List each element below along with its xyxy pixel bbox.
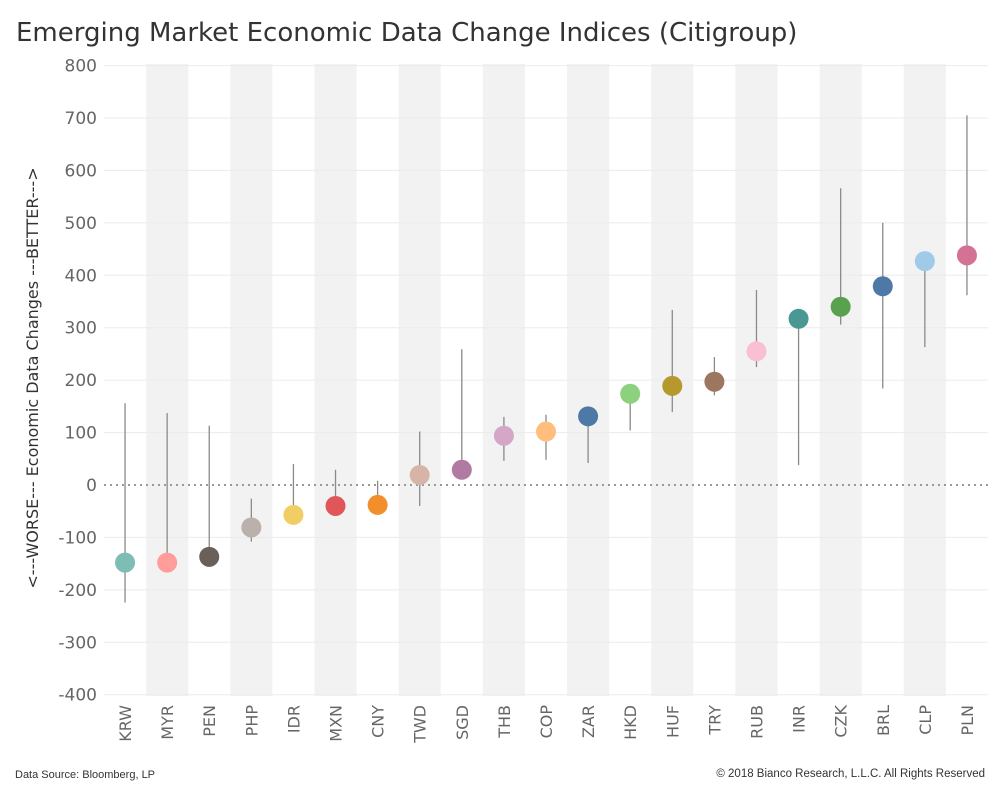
point-cny — [367, 494, 388, 515]
point-twd — [409, 465, 430, 486]
x-tick-label: COP — [537, 705, 556, 739]
y-tick-label: 600 — [65, 161, 97, 181]
x-tick-label: RUB — [747, 705, 766, 739]
point-zar — [578, 406, 599, 427]
point-thb — [493, 425, 514, 446]
x-tick-label: TWD — [411, 705, 430, 744]
point-huf — [662, 375, 683, 396]
x-tick-label: SGD — [453, 705, 472, 740]
point-brl — [872, 276, 893, 297]
x-tick-label: HUF — [663, 705, 682, 738]
x-tick-label: THB — [495, 705, 514, 739]
point-sgd — [451, 459, 472, 480]
x-tick-label: CLP — [916, 705, 935, 735]
y-tick-label: 400 — [65, 266, 97, 286]
x-tick-label: IDR — [284, 705, 303, 733]
y-tick-label: -400 — [58, 686, 97, 706]
y-tick-label: 500 — [65, 214, 97, 234]
point-idr — [283, 504, 304, 525]
point-try — [704, 371, 725, 392]
point-pln — [956, 245, 977, 266]
y-tick-label: 800 — [65, 57, 97, 77]
x-tick-label: BRL — [874, 705, 893, 736]
x-tick-label: CNY — [369, 705, 388, 738]
y-tick-label: -200 — [58, 581, 97, 601]
x-tick-label: TRY — [705, 705, 724, 736]
x-tick-label: PEN — [200, 705, 219, 737]
point-cop — [536, 421, 556, 442]
data-points — [115, 245, 977, 573]
chart-title: Emerging Market Economic Data Change Ind… — [16, 18, 798, 48]
x-tick-label: INR — [790, 705, 809, 733]
x-tick-label: CZK — [832, 704, 851, 737]
y-axis-ticks: 800 700 600 500 400 300 200 100 0 -100 -200 -300 -40… — [58, 57, 97, 706]
x-tick-label: HKD — [621, 705, 640, 740]
point-php — [241, 517, 262, 538]
point-krw — [115, 552, 136, 573]
x-tick-label: ZAR — [579, 705, 598, 738]
y-tick-label: 0 — [86, 476, 97, 496]
y-tick-label: 300 — [65, 319, 97, 339]
x-tick-label: MYR — [158, 705, 177, 740]
y-axis-label: <---WORSE--- Economic Data Changes ---BE… — [23, 167, 42, 588]
x-tick-label: KRW — [116, 705, 135, 742]
point-myr — [157, 552, 178, 573]
y-tick-label: 100 — [65, 424, 97, 444]
point-hkd — [620, 383, 641, 404]
point-clp — [914, 251, 935, 272]
point-rub — [746, 341, 767, 362]
point-mxn — [325, 495, 346, 516]
data-source-note: Data Source: Bloomberg, LP — [15, 769, 156, 781]
y-tick-label: 200 — [65, 371, 97, 391]
y-tick-label: -100 — [58, 528, 97, 548]
point-czk — [830, 296, 851, 317]
x-tick-label: PHP — [242, 705, 261, 737]
point-inr — [788, 308, 809, 329]
y-tick-label: 700 — [65, 109, 97, 129]
point-pen — [199, 546, 220, 567]
copyright-note: © 2018 Bianco Research, L.L.C. All Right… — [716, 768, 985, 780]
x-tick-label: PLN — [958, 705, 977, 736]
x-axis-labels: KRW MYR PEN PHP IDR MXN CNY TWD SGD THB COP ZAR HKD H… — [116, 704, 977, 743]
y-tick-label: -300 — [58, 633, 97, 653]
x-tick-label: MXN — [327, 705, 346, 742]
